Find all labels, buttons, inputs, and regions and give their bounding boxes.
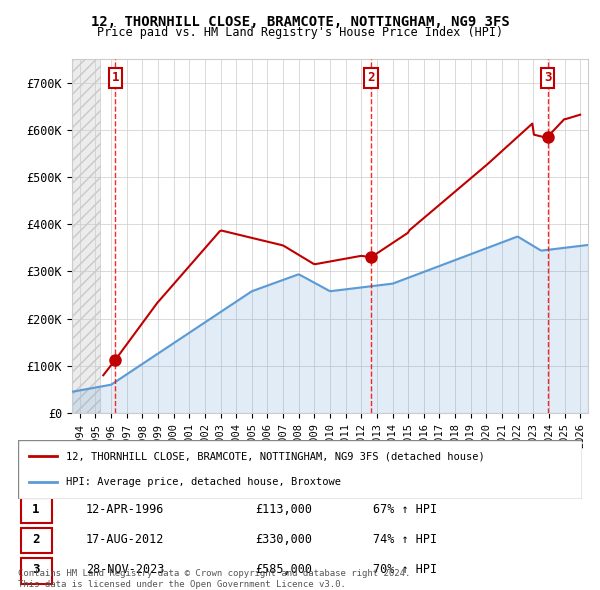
Text: £113,000: £113,000: [255, 503, 312, 516]
Text: £330,000: £330,000: [255, 533, 312, 546]
Text: 67% ↑ HPI: 67% ↑ HPI: [373, 503, 437, 516]
FancyBboxPatch shape: [21, 558, 52, 584]
Text: Contains HM Land Registry data © Crown copyright and database right 2024.
This d: Contains HM Land Registry data © Crown c…: [18, 569, 410, 589]
Bar: [72, 59, 100, 413]
Text: 3: 3: [32, 563, 40, 576]
FancyBboxPatch shape: [21, 497, 52, 523]
Text: 70% ↑ HPI: 70% ↑ HPI: [373, 563, 437, 576]
FancyBboxPatch shape: [21, 528, 52, 553]
Text: 1: 1: [112, 71, 119, 84]
Text: 28-NOV-2023: 28-NOV-2023: [86, 563, 164, 576]
Text: HPI: Average price, detached house, Broxtowe: HPI: Average price, detached house, Brox…: [66, 477, 341, 487]
Text: 17-AUG-2012: 17-AUG-2012: [86, 533, 164, 546]
Text: £585,000: £585,000: [255, 563, 312, 576]
Text: 12, THORNHILL CLOSE, BRAMCOTE, NOTTINGHAM, NG9 3FS: 12, THORNHILL CLOSE, BRAMCOTE, NOTTINGHA…: [91, 15, 509, 29]
Text: 74% ↑ HPI: 74% ↑ HPI: [373, 533, 437, 546]
Text: 1: 1: [32, 503, 40, 516]
Text: 2: 2: [32, 533, 40, 546]
Text: 12, THORNHILL CLOSE, BRAMCOTE, NOTTINGHAM, NG9 3FS (detached house): 12, THORNHILL CLOSE, BRAMCOTE, NOTTINGHA…: [66, 451, 485, 461]
FancyBboxPatch shape: [18, 440, 582, 499]
Text: 3: 3: [544, 71, 551, 84]
Text: 2: 2: [367, 71, 375, 84]
Text: 12-APR-1996: 12-APR-1996: [86, 503, 164, 516]
Text: Price paid vs. HM Land Registry's House Price Index (HPI): Price paid vs. HM Land Registry's House …: [97, 26, 503, 39]
